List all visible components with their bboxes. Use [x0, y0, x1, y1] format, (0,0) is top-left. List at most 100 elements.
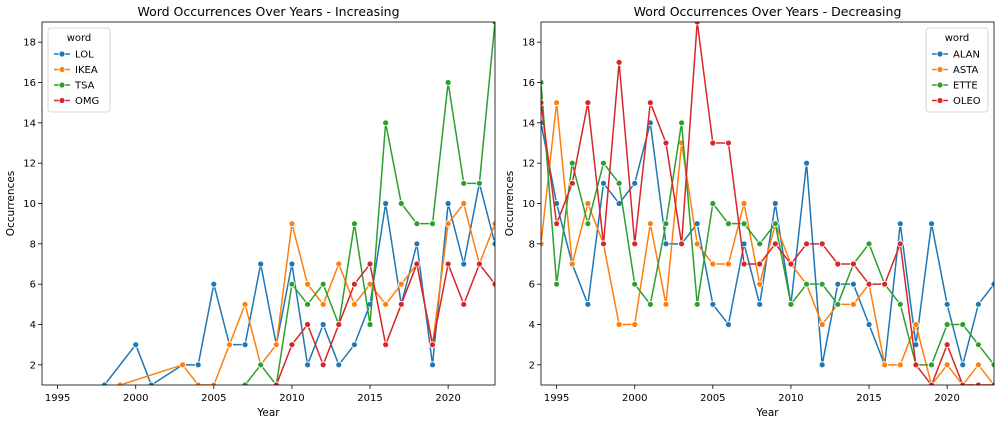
- data-point-omg: [272, 381, 280, 385]
- data-point-omg: [475, 260, 483, 268]
- data-point-ette: [740, 220, 748, 228]
- data-point-lol: [194, 361, 202, 369]
- plot-area: [541, 22, 994, 385]
- data-point-alan: [771, 200, 779, 207]
- x-tick-label: 2005: [700, 393, 725, 404]
- legend-swatch-marker: [936, 50, 944, 58]
- data-point-ikea: [241, 300, 249, 308]
- data-point-ette: [959, 321, 967, 328]
- data-point-oleo: [850, 260, 857, 268]
- data-point-alan: [662, 240, 670, 248]
- data-point-oleo: [541, 99, 545, 107]
- data-point-omg: [366, 260, 374, 268]
- data-point-omg: [382, 341, 390, 349]
- data-point-oleo: [771, 240, 779, 248]
- series-line-oleo: [541, 22, 994, 385]
- data-point-asta: [818, 321, 826, 328]
- data-point-omg: [444, 260, 452, 268]
- y-tick-label: 18: [23, 38, 36, 49]
- data-point-alan: [974, 300, 982, 308]
- data-point-ette: [756, 240, 764, 248]
- data-point-ikea: [366, 280, 374, 288]
- data-point-asta: [850, 300, 857, 308]
- data-point-oleo: [600, 240, 607, 248]
- data-point-tsa: [382, 119, 390, 127]
- data-point-oleo: [631, 240, 639, 248]
- y-tick-label: 14: [522, 118, 535, 129]
- data-point-ikea: [304, 280, 311, 288]
- legend-swatch-marker: [936, 66, 944, 73]
- data-point-asta: [709, 260, 717, 268]
- data-point-lol: [335, 361, 343, 369]
- series-line-tsa: [244, 22, 495, 385]
- data-point-lol: [351, 341, 358, 349]
- data-point-oleo: [568, 179, 576, 187]
- data-point-lol: [304, 361, 311, 369]
- data-point-ette: [818, 280, 826, 288]
- data-point-lol: [210, 280, 218, 288]
- data-point-omg: [429, 341, 436, 349]
- legend-label: OLEO: [953, 96, 981, 107]
- data-point-lol: [241, 341, 249, 349]
- data-point-lol: [132, 341, 140, 349]
- series-line-alan: [541, 122, 994, 366]
- data-point-alan: [928, 220, 935, 228]
- data-point-lol: [382, 200, 390, 207]
- series-line-ette: [541, 82, 994, 366]
- data-point-oleo: [740, 260, 748, 268]
- series-line-lol: [103, 183, 495, 385]
- legend-label: IKEA: [75, 65, 98, 76]
- data-point-oleo: [678, 240, 685, 248]
- data-point-lol: [257, 260, 265, 268]
- data-point-oleo: [865, 280, 873, 288]
- data-point-alan: [600, 179, 607, 187]
- data-point-asta: [584, 200, 592, 207]
- data-point-lol: [444, 200, 452, 207]
- data-point-ette: [615, 179, 623, 187]
- series-line-asta: [541, 102, 994, 385]
- legend-box: [925, 27, 989, 113]
- chart-panel-2: Word Occurrences Over Years - Decreasing…: [504, 4, 995, 419]
- y-tick-label: 18: [522, 38, 535, 49]
- legend-box: [47, 27, 111, 113]
- data-point-ette: [584, 220, 592, 228]
- data-point-asta: [646, 220, 654, 228]
- data-point-alan: [896, 220, 904, 228]
- data-point-oleo: [553, 220, 561, 228]
- x-tick-label: 2000: [123, 393, 148, 404]
- data-point-alan: [990, 280, 994, 288]
- data-point-ikea: [335, 260, 343, 268]
- chart-title: Word Occurrences Over Years - Increasing: [137, 4, 399, 19]
- data-point-tsa: [429, 220, 436, 228]
- data-point-alan: [584, 300, 592, 308]
- data-point-lol: [288, 260, 296, 268]
- data-point-oleo: [787, 260, 795, 268]
- data-point-lol: [491, 240, 495, 248]
- y-axis-label: Occurrences: [5, 171, 17, 237]
- y-axis-label: Occurrences: [504, 171, 516, 237]
- legend-label: TSA: [74, 81, 95, 92]
- data-point-oleo: [943, 341, 951, 349]
- data-point-asta: [615, 321, 623, 328]
- data-point-alan: [850, 280, 857, 288]
- data-point-ette: [865, 240, 873, 248]
- data-point-tsa: [460, 179, 468, 187]
- data-point-tsa: [444, 79, 452, 86]
- series-tsa: [241, 22, 495, 385]
- legend-swatch-marker: [936, 81, 944, 89]
- legend-label: OMG: [75, 96, 99, 107]
- series-oleo: [541, 22, 994, 385]
- series-ikea: [116, 200, 495, 385]
- plot-frame: [41, 21, 496, 386]
- data-point-ette: [896, 300, 904, 308]
- data-point-alan: [943, 300, 951, 308]
- data-point-asta: [756, 280, 764, 288]
- legend-label: ASTA: [953, 65, 979, 76]
- plot-frame: [540, 21, 995, 386]
- series-lol: [101, 179, 495, 385]
- data-point-ette: [631, 280, 639, 288]
- data-point-lol: [101, 381, 108, 385]
- data-point-omg: [491, 280, 495, 288]
- legend-swatch-marker: [58, 97, 66, 104]
